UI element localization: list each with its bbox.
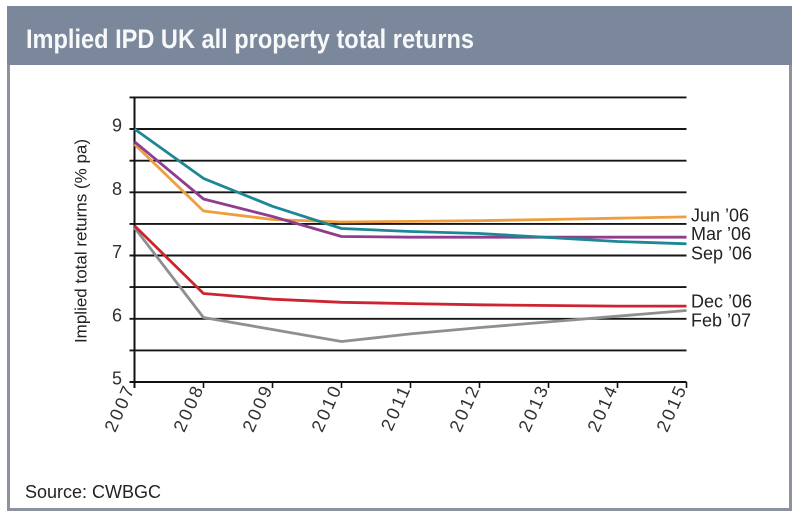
svg-text:6: 6 bbox=[112, 305, 122, 325]
svg-text:Jun ’06: Jun ’06 bbox=[691, 205, 749, 225]
svg-text:Feb ’07: Feb ’07 bbox=[691, 310, 751, 330]
svg-text:5: 5 bbox=[112, 369, 122, 389]
svg-text:Mar ’06: Mar ’06 bbox=[691, 224, 751, 244]
svg-text:8: 8 bbox=[112, 179, 122, 199]
svg-text:Implied total returns (% pa): Implied total returns (% pa) bbox=[72, 139, 91, 343]
svg-text:9: 9 bbox=[112, 116, 122, 136]
svg-text:Source: CWBGC: Source: CWBGC bbox=[25, 482, 161, 502]
svg-text:Implied IPD UK all property to: Implied IPD UK all property total return… bbox=[26, 24, 474, 54]
svg-text:7: 7 bbox=[112, 242, 122, 262]
svg-text:Sep ’06: Sep ’06 bbox=[691, 244, 752, 264]
svg-text:Dec ’06: Dec ’06 bbox=[691, 292, 752, 312]
